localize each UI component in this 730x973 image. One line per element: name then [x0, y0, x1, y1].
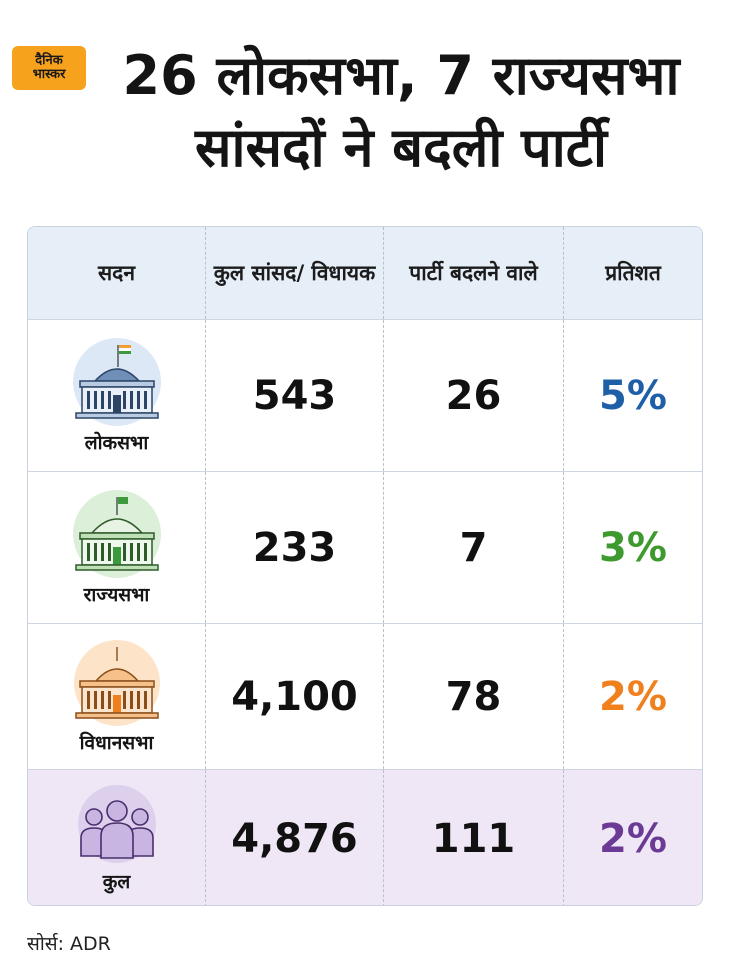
header-switched: पार्टी बदलने वाले: [383, 227, 563, 319]
page-title: 26 लोकसभा, 7 राज्यसभा सांसदों ने बदली पा…: [100, 40, 702, 184]
switched-value: 7: [383, 472, 563, 623]
title-line-2: सांसदों ने बदली पार्टी: [195, 116, 607, 179]
lok-sabha-building-icon: [72, 337, 161, 426]
switched-value: 78: [383, 624, 563, 769]
dainik-bhaskar-logo: दैनिक भास्कर: [12, 46, 86, 90]
percent-value: 3%: [563, 472, 702, 623]
percent-value: 2%: [563, 624, 702, 769]
percent-value: 5%: [563, 320, 702, 471]
header-percent: प्रतिशत: [563, 227, 702, 319]
switched-value: 111: [383, 770, 563, 905]
switched-value: 26: [383, 320, 563, 471]
header-house: सदन: [97, 261, 135, 285]
source-note: सोर्स: ADR: [27, 933, 111, 955]
total-value: 4,100: [205, 624, 383, 769]
total-value: 4,876: [205, 770, 383, 905]
total-value: 543: [205, 320, 383, 471]
logo-line-1: दैनिक: [35, 53, 63, 69]
people-group-icon: [77, 784, 156, 863]
title-line-1: 26 लोकसभा, 7 राज्यसभा: [122, 44, 680, 107]
house-label: कुल: [102, 870, 131, 893]
table-row: राज्यसभा 233 7 3%: [28, 471, 702, 623]
house-label: विधानसभा: [79, 731, 154, 754]
table-row: लोकसभा 543 26 5%: [28, 319, 702, 471]
percent-value: 2%: [563, 770, 702, 905]
rajya-sabha-building-icon: [72, 489, 161, 578]
house-label: राज्यसभा: [83, 583, 150, 606]
table-header-row: सदन कुल सांसद/ विधायक पार्टी बदलने वाले …: [28, 227, 702, 319]
logo-line-2: भास्कर: [32, 67, 66, 82]
header-total: कुल सांसद/ विधायक: [205, 227, 383, 319]
total-value: 233: [205, 472, 383, 623]
vidhan-sabha-building-icon: [73, 639, 160, 726]
party-switch-table: सदन कुल सांसद/ विधायक पार्टी बदलने वाले …: [27, 226, 703, 906]
table-row: कुल 4,876 111 2%: [28, 769, 702, 905]
table-row: विधानसभा 4,100 78 2%: [28, 623, 702, 769]
house-label: लोकसभा: [84, 431, 149, 454]
